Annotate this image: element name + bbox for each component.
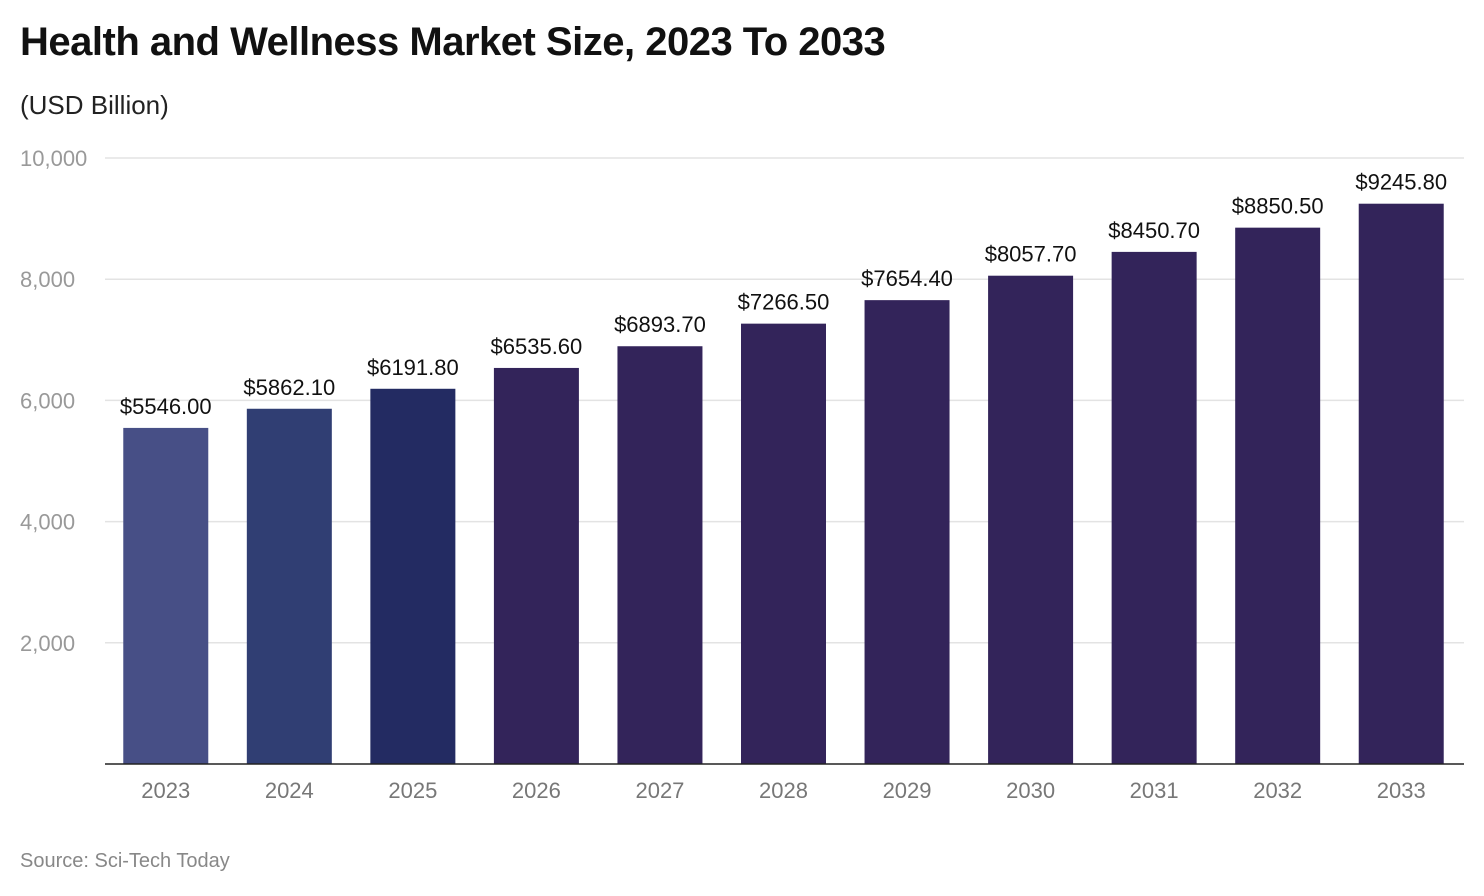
x-tick-label: 2032 [1253,778,1302,803]
bar-2028 [741,323,826,764]
data-label: $8850.50 [1232,194,1324,219]
bar-2024 [246,408,332,764]
x-tick-label: 2024 [265,778,314,803]
bar-2032 [1235,227,1321,765]
chart-title: Health and Wellness Market Size, 2023 To… [20,20,886,64]
data-label: $8450.70 [1108,218,1200,243]
x-tick-label: 2026 [512,778,561,803]
y-tick-label: 6,000 [20,388,75,413]
y-tick-label: 4,000 [20,510,75,535]
x-tick-label: 2031 [1130,778,1179,803]
y-tick-label: 8,000 [20,267,75,292]
x-tick-label: 2023 [141,778,190,803]
bar-2027 [617,346,703,764]
x-tick-label: 2030 [1006,778,1055,803]
bar-2029 [864,300,950,764]
bar-2031 [1111,251,1197,764]
x-tick-label: 2028 [759,778,808,803]
x-tick-label: 2025 [388,778,437,803]
data-label: $9245.80 [1355,170,1447,195]
bar-2033 [1358,203,1444,764]
data-label: $5862.10 [243,375,335,400]
data-label: $6893.70 [614,312,706,337]
data-label: $8057.70 [985,242,1077,267]
x-tick-label: 2033 [1377,778,1426,803]
data-label: $7654.40 [861,266,953,291]
data-label: $6191.80 [367,355,459,380]
data-label: $5546.00 [120,394,212,419]
y-tick-label: 10,000 [20,146,87,171]
y-tick-label: 2,000 [20,631,75,656]
bar-2025 [370,388,456,764]
data-label: $6535.60 [491,334,583,359]
chart-subtitle: (USD Billion) [20,90,169,120]
bar-2030 [988,275,1074,764]
data-label: $7266.50 [738,290,830,315]
bar-2026 [493,367,579,764]
source-note: Source: Sci-Tech Today [20,850,230,872]
bar-2023 [123,427,209,764]
x-tick-label: 2029 [883,778,932,803]
x-tick-label: 2027 [635,778,684,803]
